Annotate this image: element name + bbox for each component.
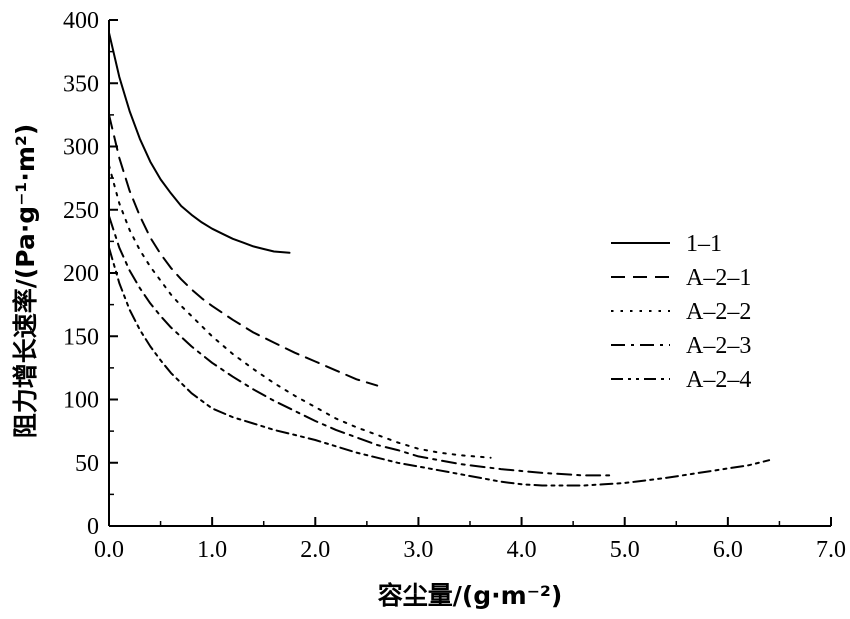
x-tick-label: 2.0 (300, 537, 330, 563)
series-line-2 (108, 113, 379, 387)
legend-label-2: A–2–1 (686, 265, 751, 291)
legend-label-4: A–2–3 (686, 333, 751, 359)
x-axis-title: 容尘量/(g·m⁻²) (378, 581, 563, 610)
x-tick-label: 4.0 (507, 537, 537, 563)
y-tick-label: 200 (63, 261, 99, 287)
y-tick-label: 150 (63, 324, 99, 350)
y-tick-label: 350 (63, 71, 99, 97)
x-tick-label: 0.0 (94, 537, 124, 563)
x-tick-label: 7.0 (816, 537, 846, 563)
x-tick-label: 3.0 (403, 537, 433, 563)
y-tick-label: 300 (63, 135, 99, 161)
legend: 1–1 A–2–1 A–2–2 A–2–3 A–2–4 (611, 231, 751, 393)
y-tick-label: 100 (63, 388, 99, 414)
x-tick-label: 6.0 (713, 537, 743, 563)
x-tick-label: 5.0 (610, 537, 640, 563)
axes: 0.0 1.0 2.0 3.0 4.0 5.0 6.0 7.0 0 50 100 150 200 250 3… (63, 8, 846, 563)
series-line-4 (108, 215, 616, 477)
y-tick-label: 250 (63, 198, 99, 224)
series-line-3 (108, 164, 492, 459)
legend-label-3: A–2–2 (686, 299, 751, 325)
series-line-1 (108, 31, 291, 254)
y-tick-label: 50 (75, 451, 99, 477)
y-axis-title: 阻力增长速率/(Pa·g⁻¹·m²) (11, 124, 40, 439)
series-line-5 (108, 246, 771, 487)
y-tick-label: 0 (87, 514, 99, 540)
legend-label-5: A–2–4 (686, 367, 751, 393)
x-tick-label: 1.0 (197, 537, 227, 563)
legend-label-1: 1–1 (686, 231, 722, 257)
y-tick-label: 400 (63, 8, 99, 34)
plot-area (108, 31, 771, 487)
